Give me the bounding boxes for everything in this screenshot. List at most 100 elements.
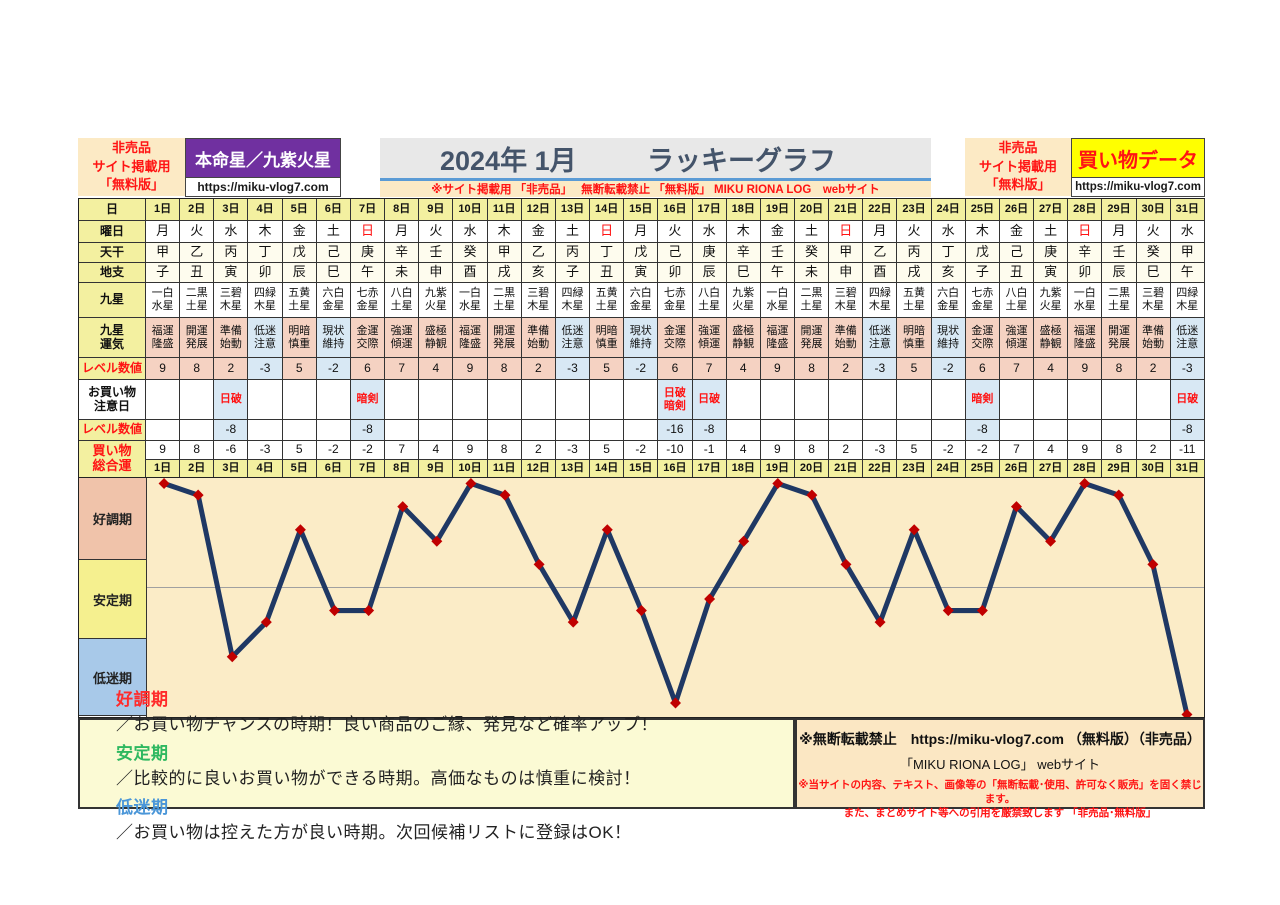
day-footer-cell: 18日 (726, 460, 761, 478)
day-header-cell: 21日 (829, 199, 864, 221)
weekday-cell: 水 (214, 221, 249, 243)
branch-cell: 亥 (521, 263, 556, 283)
nine-star-cell: 九紫 火星 (419, 283, 454, 318)
stem-cell: 己 (316, 243, 351, 263)
caution-cell (419, 380, 454, 420)
day-footer-cell: 23日 (897, 460, 932, 478)
stem-cell: 戊 (282, 243, 317, 263)
row-label-stem: 天干 (79, 243, 146, 263)
day-header-cell: 5日 (282, 199, 317, 221)
star-luck-cell: 現状 維持 (931, 318, 966, 358)
weekday-cell: 水 (692, 221, 727, 243)
nine-star-cell: 四緑 木星 (1170, 283, 1205, 318)
weekday-cell: 水 (931, 221, 966, 243)
day-header-cell: 17日 (692, 199, 727, 221)
nine-star-cell: 七赤 金星 (350, 283, 386, 318)
stem-cell: 丁 (931, 243, 966, 263)
branch-cell: 丑 (180, 263, 215, 283)
nine-star-cell: 三碧 木星 (829, 283, 864, 318)
caution-cell: 暗剣 (965, 380, 1000, 420)
day-header-cell: 9日 (419, 199, 454, 221)
day-header-cell: 26日 (999, 199, 1035, 221)
table-row: 買い物 総合運 9 8 -6 -3 5 -2 -2 7 4 9 8 2 -3 5 -2 -10 -1 4 9 8 2 -3 5… (79, 441, 1205, 478)
caution-cell (999, 380, 1035, 420)
total-luck-cell: -2 (350, 441, 386, 460)
weekday-cell: 火 (419, 221, 454, 243)
legend-line: 好調期 ／お買い物チャンスの時期！良い商品のご縁、発見など確率アップ！ (116, 685, 793, 735)
row-label-day: 日 (79, 199, 146, 221)
star-luck-cell: 低迷 注意 (863, 318, 898, 358)
branch-cell: 酉 (863, 263, 898, 283)
total-luck-cell: 7 (385, 441, 420, 460)
data-point-marker (1113, 489, 1125, 501)
nine-star-cell: 六白 金星 (624, 283, 659, 318)
branch-cell: 辰 (282, 263, 317, 283)
stem-cell: 乙 (521, 243, 556, 263)
day-footer-cell: 12日 (521, 460, 556, 478)
branch-cell: 酉 (453, 263, 488, 283)
level-cell: 2 (829, 358, 864, 380)
day-header-cell: 28日 (1068, 199, 1103, 221)
branch-cell: 巳 (726, 263, 761, 283)
star-luck-cell: 金運 交際 (658, 318, 693, 358)
legend-text: ／お買い物チャンスの時期！良い商品のご縁、発見など確率アップ！ (116, 714, 658, 734)
weekday-cell: 月 (863, 221, 898, 243)
caution-cell (316, 380, 351, 420)
stem-cell: 辛 (1068, 243, 1103, 263)
branch-cell: 戌 (897, 263, 932, 283)
weekday-cell: 木 (965, 221, 1000, 243)
total-luck-cell: 8 (1102, 441, 1137, 460)
star-luck-cell: 準備 始動 (214, 318, 249, 358)
honmei-star-banner: 本命星／九紫火星 (185, 138, 341, 178)
nine-star-cell: 五黄 土星 (282, 283, 317, 318)
weekday-cell: 土 (316, 221, 351, 243)
nine-star-cell: 八白 土星 (692, 283, 727, 318)
star-luck-cell: 強運 傾運 (999, 318, 1035, 358)
day-footer-cell: 1日 (146, 460, 181, 478)
caution-level-cell (453, 420, 488, 441)
weekday-cell: 木 (726, 221, 761, 243)
stem-cell: 乙 (863, 243, 898, 263)
day-footer-cell: 31日 (1170, 460, 1205, 478)
day-header-cell: 6日 (316, 199, 351, 221)
row-label-level: レベル数値 (79, 358, 146, 380)
day-footer-cell: 25日 (965, 460, 1000, 478)
branch-cell: 卯 (248, 263, 283, 283)
star-luck-cell: 明暗 慎重 (897, 318, 932, 358)
day-footer-cell: 28日 (1068, 460, 1103, 478)
day-header-cell: 13日 (555, 199, 591, 221)
total-luck-cell: -6 (214, 441, 249, 460)
caution-level-cell: -8 (965, 420, 1000, 441)
table-row: レベル数値 -8 -8 -16 -8 -8 -8 (79, 420, 1205, 441)
level-cell: -3 (555, 358, 591, 380)
branch-cell: 申 (829, 263, 864, 283)
total-luck-cell: -2 (965, 441, 1000, 460)
day-header-cell: 10日 (453, 199, 488, 221)
day-header-cell: 23日 (897, 199, 932, 221)
level-cell: -3 (248, 358, 283, 380)
stem-cell: 甲 (829, 243, 864, 263)
level-cell: 6 (965, 358, 1000, 380)
day-header-cell: 18日 (726, 199, 761, 221)
caution-cell (1136, 380, 1171, 420)
star-luck-cell: 開運 発展 (487, 318, 522, 358)
star-luck-cell: 盛極 静観 (419, 318, 454, 358)
caution-cell (487, 380, 522, 420)
caution-level-cell: -8 (214, 420, 249, 441)
caution-cell (385, 380, 420, 420)
stem-cell: 丙 (897, 243, 932, 263)
caution-level-cell (897, 420, 932, 441)
branch-cell: 卯 (658, 263, 693, 283)
nine-star-cell: 四緑 木星 (863, 283, 898, 318)
total-luck-cell: 8 (794, 441, 830, 460)
star-luck-cell: 開運 発展 (794, 318, 830, 358)
weekday-cell: 金 (760, 221, 795, 243)
caution-cell: 暗剣 (350, 380, 386, 420)
level-cell: 7 (385, 358, 420, 380)
row-label-total: 買い物 総合運 (79, 441, 146, 478)
day-header-cell: 11日 (487, 199, 522, 221)
band-good-period: 好調期 (79, 478, 146, 560)
caution-level-cell: -8 (692, 420, 727, 441)
day-header-cell: 14日 (590, 199, 625, 221)
caution-cell (863, 380, 898, 420)
